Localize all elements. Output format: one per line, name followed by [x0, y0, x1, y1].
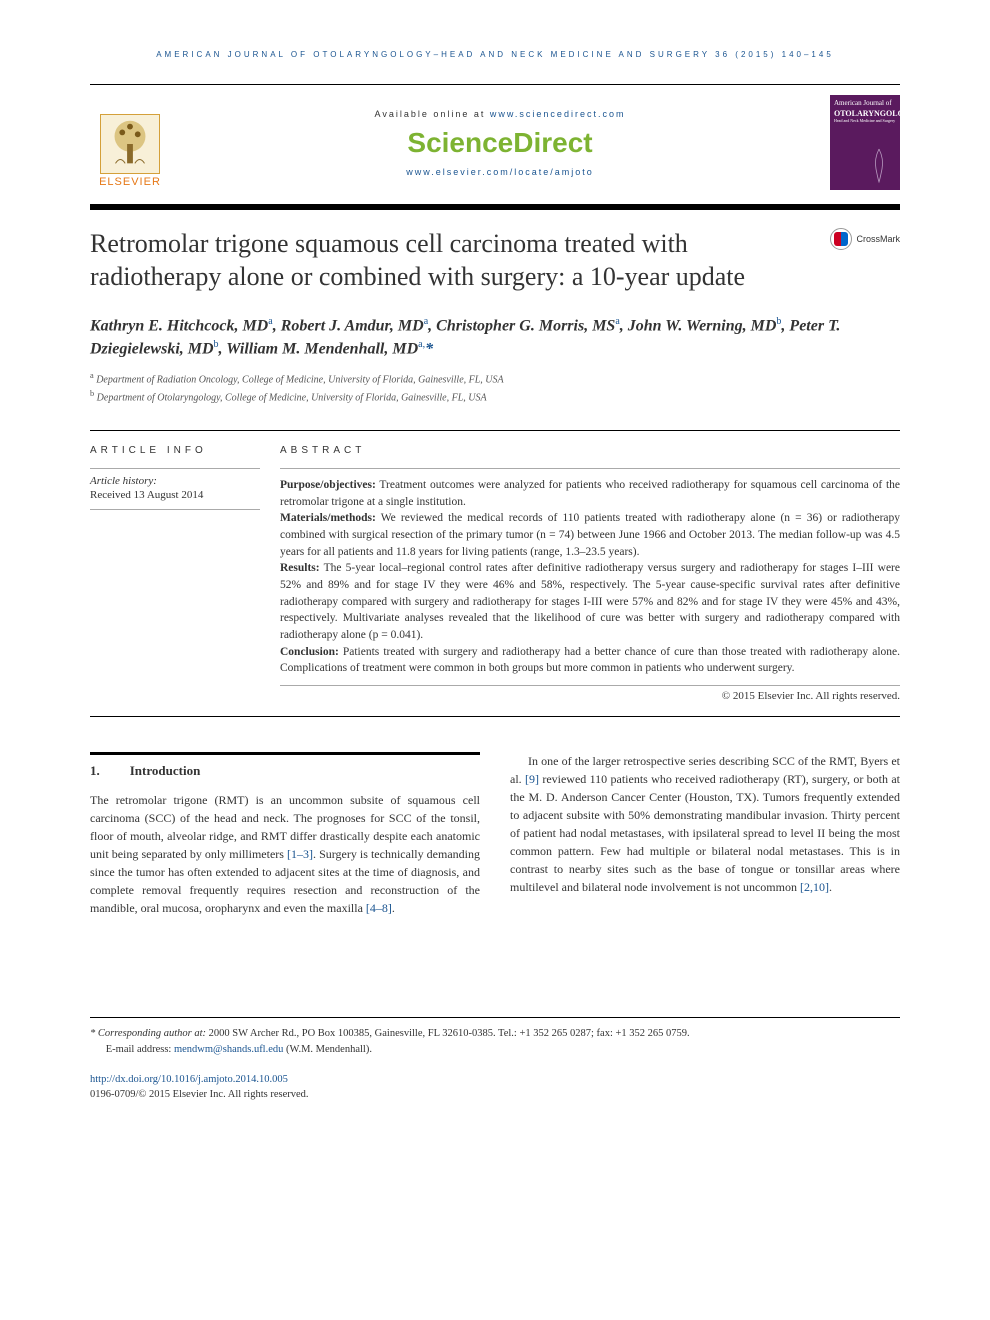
sciencedirect-logo[interactable]: ScienceDirect — [170, 127, 830, 159]
intro-paragraph-2: In one of the larger retrospective serie… — [510, 752, 900, 896]
doi-block: http://dx.doi.org/10.1016/j.amjoto.2014.… — [90, 1072, 900, 1104]
corresponding-author: * Corresponding author at: 2000 SW Arche… — [90, 1026, 900, 1042]
cover-line3: Head and Neck Medicine and Surgery — [834, 118, 896, 123]
section-1-heading: 1. Introduction — [90, 763, 480, 779]
header-center: Available online at www.sciencedirect.co… — [170, 109, 830, 177]
intro-paragraph-1: The retromolar trigone (RMT) is an uncom… — [90, 791, 480, 917]
abstract-body: Purpose/objectives: Treatment outcomes w… — [280, 468, 900, 686]
abstract-copyright: © 2015 Elsevier Inc. All rights reserved… — [280, 690, 900, 702]
issn-copyright: 0196-0709/© 2015 Elsevier Inc. All right… — [90, 1089, 309, 1100]
available-online-text: Available online at www.sciencedirect.co… — [170, 109, 830, 119]
crossmark-icon — [830, 228, 852, 250]
article-title: Retromolar trigone squamous cell carcino… — [90, 228, 830, 293]
body-column-left: 1. Introduction The retromolar trigone (… — [90, 752, 480, 917]
section-number: 1. — [90, 763, 100, 779]
elsevier-wordmark: ELSEVIER — [99, 176, 161, 188]
sciencedirect-url-link[interactable]: www.sciencedirect.com — [490, 109, 626, 119]
journal-locate-link[interactable]: www.elsevier.com/locate/amjoto — [170, 167, 830, 177]
journal-cover-thumbnail[interactable]: American Journal of OTOLARYNGOLOGY Head … — [830, 95, 900, 190]
crossmark-badge[interactable]: CrossMark — [830, 228, 900, 250]
doi-link[interactable]: http://dx.doi.org/10.1016/j.amjoto.2014.… — [90, 1074, 288, 1085]
author-list: Kathryn E. Hitchcock, MDa, Robert J. Amd… — [90, 315, 900, 360]
header-divider — [90, 204, 900, 210]
elsevier-logo[interactable]: ELSEVIER — [90, 98, 170, 188]
corresponding-email: E-mail address: mendwm@shands.ufl.edu (W… — [90, 1042, 900, 1058]
email-link[interactable]: mendwm@shands.ufl.edu — [174, 1044, 283, 1055]
elsevier-tree-icon — [100, 114, 160, 174]
article-history-label: Article history: — [90, 468, 260, 487]
cover-line2: OTOLARYNGOLOGY — [834, 109, 896, 118]
crossmark-label: CrossMark — [856, 234, 900, 244]
article-info-column: ARTICLE INFO Article history: Received 1… — [90, 431, 280, 716]
footnotes: * Corresponding author at: 2000 SW Arche… — [90, 1017, 900, 1103]
affiliations: a Department of Radiation Oncology, Coll… — [90, 370, 900, 405]
abstract-heading: ABSTRACT — [280, 445, 900, 456]
journal-header-bar: ELSEVIER Available online at www.science… — [90, 84, 900, 200]
article-info-heading: ARTICLE INFO — [90, 445, 260, 456]
body-column-right: In one of the larger retrospective serie… — [510, 752, 900, 917]
article-received-date: Received 13 August 2014 — [90, 489, 260, 510]
abstract-column: ABSTRACT Purpose/objectives: Treatment o… — [280, 431, 900, 716]
section-title: Introduction — [130, 763, 201, 779]
section-rule — [90, 752, 480, 755]
cover-line1: American Journal of — [834, 99, 896, 107]
running-head: AMERICAN JOURNAL OF OTOLARYNGOLOGY–HEAD … — [90, 50, 900, 59]
